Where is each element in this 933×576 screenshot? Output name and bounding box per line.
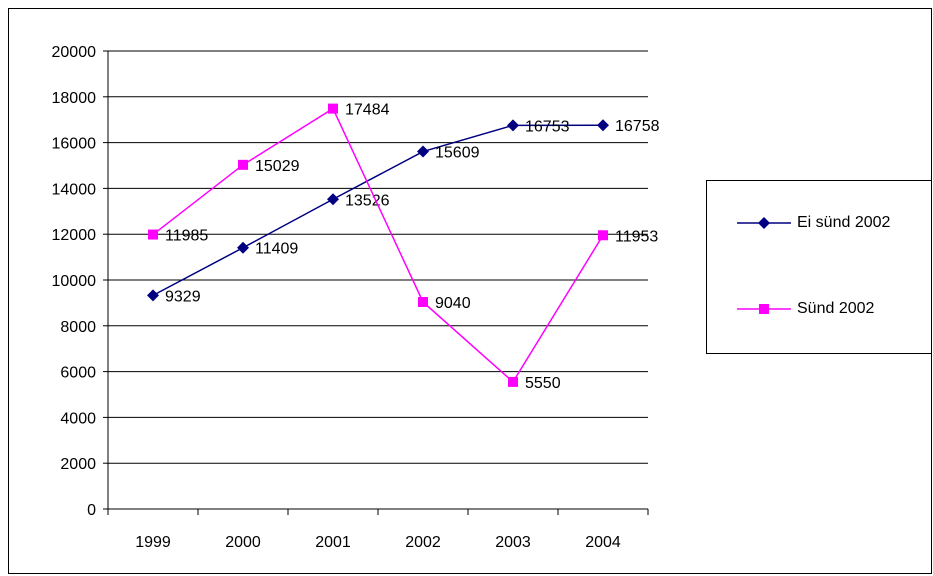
y-tick-label: 14000 bbox=[52, 181, 97, 198]
data-label: 16758 bbox=[615, 118, 660, 135]
data-label: 16753 bbox=[525, 118, 570, 135]
data-label: 15029 bbox=[255, 158, 300, 175]
x-tick-label: 2000 bbox=[225, 534, 261, 551]
y-tick-label: 20000 bbox=[52, 44, 97, 61]
data-point-square bbox=[598, 230, 608, 241]
data-point-square bbox=[508, 376, 518, 387]
legend-marker-diamond bbox=[737, 217, 791, 229]
data-label: 11985 bbox=[165, 228, 208, 245]
y-tick-label: 2000 bbox=[60, 456, 96, 473]
y-tick-label: 0 bbox=[87, 502, 96, 519]
data-label: 11953 bbox=[615, 228, 658, 245]
plot-area: 0 2000 4000 6000 8000 10000 12000 14000 16000 180… bbox=[52, 44, 660, 551]
y-tick-label: 4000 bbox=[60, 410, 96, 427]
data-label: 17484 bbox=[345, 102, 390, 119]
data-point-square bbox=[238, 159, 248, 170]
legend-entry-ei-synd: Ei sünd 2002 bbox=[733, 213, 890, 233]
x-tick-label: 2002 bbox=[405, 534, 441, 551]
data-label: 11409 bbox=[255, 241, 298, 258]
y-tick-label: 16000 bbox=[52, 136, 97, 153]
data-label: 13526 bbox=[345, 192, 390, 209]
data-point-square bbox=[328, 103, 338, 114]
data-point-diamond bbox=[507, 119, 519, 132]
data-label: 9040 bbox=[435, 295, 471, 312]
legend-entry-synd: Sünd 2002 bbox=[733, 299, 874, 319]
data-point-diamond bbox=[417, 145, 429, 158]
y-tick-label: 12000 bbox=[52, 227, 97, 244]
data-label: 9329 bbox=[165, 288, 201, 305]
data-label: 5550 bbox=[525, 375, 561, 392]
x-tick-label: 1999 bbox=[135, 534, 171, 551]
x-tick-label: 2004 bbox=[585, 534, 621, 551]
y-tick-label: 18000 bbox=[52, 90, 97, 107]
legend: Ei sünd 2002 Sünd 2002 bbox=[706, 180, 932, 354]
data-point-diamond bbox=[147, 289, 159, 302]
y-tick-label: 6000 bbox=[60, 365, 96, 382]
data-point-square bbox=[148, 229, 158, 240]
y-tick-label: 8000 bbox=[60, 319, 96, 336]
legend-label: Sünd 2002 bbox=[797, 300, 875, 317]
x-tick-label: 2001 bbox=[315, 534, 351, 551]
data-point-square bbox=[418, 296, 428, 307]
series-line-ei-synd bbox=[152, 124, 604, 297]
legend-label: Ei sünd 2002 bbox=[797, 214, 891, 231]
x-tick-label: 2003 bbox=[495, 534, 531, 551]
data-point-diamond bbox=[597, 119, 609, 132]
y-tick-label: 10000 bbox=[52, 273, 97, 290]
data-point-diamond bbox=[327, 193, 339, 206]
data-point-diamond bbox=[237, 241, 249, 254]
data-label: 15609 bbox=[435, 145, 480, 162]
series-line-synd bbox=[152, 107, 604, 384]
legend-marker-square bbox=[737, 304, 791, 314]
